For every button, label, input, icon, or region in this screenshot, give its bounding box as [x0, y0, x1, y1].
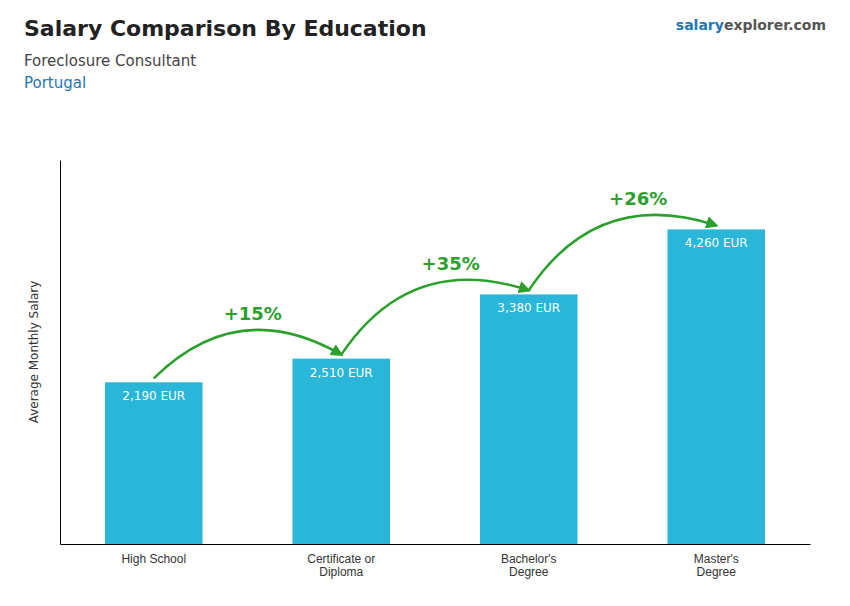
bar [293, 359, 391, 544]
bar [668, 229, 766, 544]
x-tick: Master'sDegree [694, 544, 739, 579]
x-tick: Certificate orDiploma [307, 544, 375, 579]
x-axis-line [61, 544, 811, 545]
watermark-part: salary [676, 17, 724, 33]
bars [105, 229, 765, 544]
y-axis-line [60, 161, 61, 545]
x-tick-label: Master'sDegree [694, 552, 739, 580]
y-axis-label: Average Monthly Salary [27, 281, 41, 424]
annotation: +35% [422, 253, 480, 274]
x-tick: Bachelor'sDegree [501, 544, 557, 579]
data-label: 2,190 EUR [122, 389, 185, 403]
annotations: +15% +35% +26% [154, 188, 717, 378]
x-tick-label: High School [121, 552, 186, 566]
arc-arrow [529, 215, 717, 291]
y-axis [60, 161, 61, 545]
title: Salary Comparison By Education [24, 16, 427, 41]
annotation: +15% [224, 303, 282, 324]
x-tick: High School [121, 544, 186, 566]
data-labels: 2,190 EUR 2,510 EUR 3,380 EUR 4,260 EUR [122, 236, 747, 403]
plot: High School Certificate orDiploma Bachelor… [61, 161, 811, 580]
subtitle: Portugal [24, 74, 86, 92]
data-label: 3,380 EUR [497, 301, 560, 315]
arc-arrow [154, 330, 342, 378]
data-label: 2,510 EUR [310, 366, 373, 380]
data-label: 4,260 EUR [685, 236, 748, 250]
bar [480, 294, 578, 544]
watermark: salaryexplorer.com [676, 17, 826, 33]
x-tick-label: Certificate orDiploma [307, 552, 375, 580]
arc-arrow [341, 280, 529, 355]
chart: Salary Comparison By Education Foreclosur… [0, 0, 850, 606]
subtitle: Foreclosure Consultant [24, 52, 196, 70]
watermark-part: explorer.com [724, 17, 826, 33]
x-tick-label: Bachelor'sDegree [501, 552, 557, 580]
x-axis: High School Certificate orDiploma Bachelor… [61, 544, 811, 579]
annotation: +26% [609, 188, 667, 209]
bar [105, 382, 203, 544]
